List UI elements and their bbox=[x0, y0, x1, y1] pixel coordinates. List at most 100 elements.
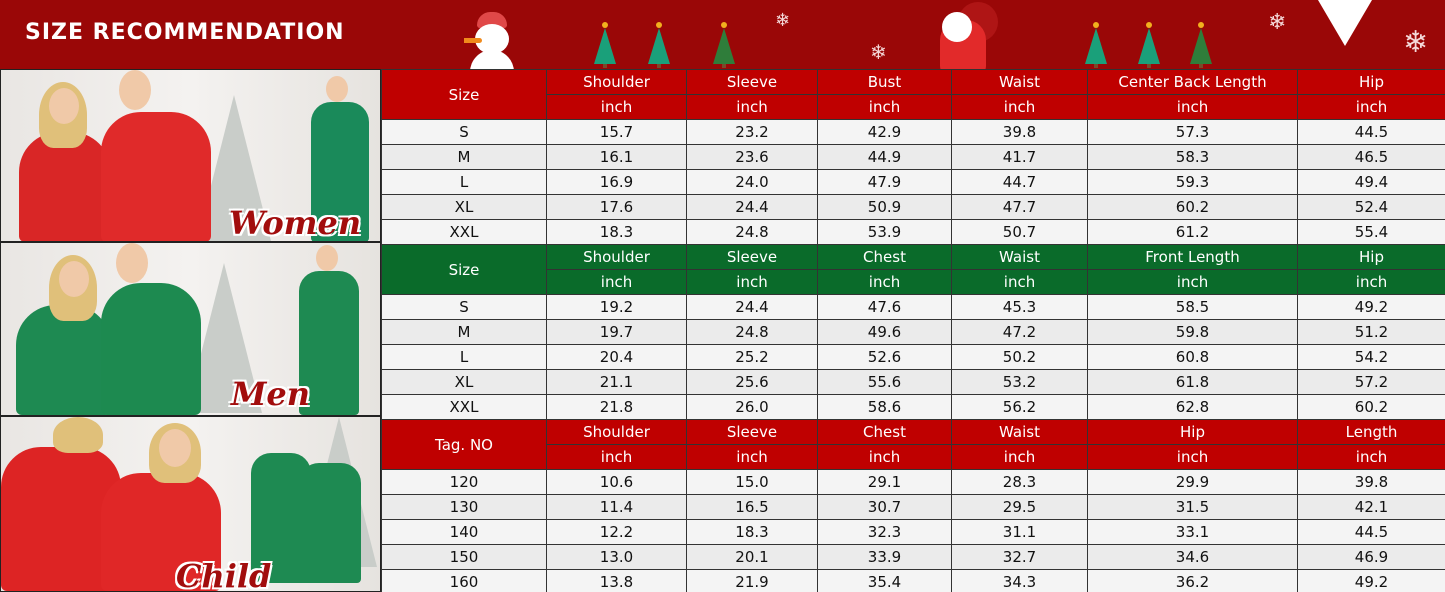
table-cell: 54.2 bbox=[1297, 344, 1445, 370]
table-cell: 32.3 bbox=[817, 519, 952, 545]
table-row: 140 12.2 18.3 32.3 31.1 33.1 44.5 bbox=[381, 519, 1445, 545]
table-cell: 57.3 bbox=[1087, 119, 1298, 145]
table-cell: 53.9 bbox=[817, 219, 952, 245]
unit-label: inch bbox=[817, 269, 952, 295]
table-cell: 36.2 bbox=[1087, 569, 1298, 592]
table-cell: 17.6 bbox=[546, 194, 687, 220]
table-row: M 19.7 24.8 49.6 47.2 59.8 51.2 bbox=[381, 319, 1445, 345]
tag-cell: 140 bbox=[381, 519, 547, 545]
size-table: Size Shoulder Sleeve Bust Waist Center B… bbox=[381, 69, 1445, 592]
size-cell: XXL bbox=[381, 394, 547, 420]
column-header: Center Back Length bbox=[1087, 69, 1298, 95]
table-cell: 35.4 bbox=[817, 569, 952, 592]
table-cell: 50.7 bbox=[951, 219, 1088, 245]
table-row: M 16.1 23.6 44.9 41.7 58.3 46.5 bbox=[381, 144, 1445, 170]
table-cell: 28.3 bbox=[951, 469, 1088, 495]
table-cell: 52.4 bbox=[1297, 194, 1445, 220]
table-cell: 15.7 bbox=[546, 119, 687, 145]
table-row: 150 13.0 20.1 33.9 32.7 34.6 46.9 bbox=[381, 544, 1445, 570]
table-cell: 33.1 bbox=[1087, 519, 1298, 545]
table-cell: 24.8 bbox=[686, 319, 818, 345]
column-header: Shoulder bbox=[546, 69, 687, 95]
table-cell: 20.4 bbox=[546, 344, 687, 370]
column-header: Hip bbox=[1297, 69, 1445, 95]
section-child-rows: 120 10.6 15.0 29.1 28.3 29.9 39.8 130 11… bbox=[381, 469, 1445, 592]
column-header: Chest bbox=[817, 419, 952, 445]
column-header: Hip bbox=[1297, 244, 1445, 270]
table-cell: 61.2 bbox=[1087, 219, 1298, 245]
christmas-tree-icon bbox=[1138, 22, 1160, 68]
size-cell: M bbox=[381, 319, 547, 345]
photo-child: Child bbox=[1, 417, 380, 591]
unit-label: inch bbox=[1087, 444, 1298, 470]
column-header: Length bbox=[1297, 419, 1445, 445]
photo-label-men: Men bbox=[231, 375, 311, 413]
table-cell: 29.5 bbox=[951, 494, 1088, 520]
column-header: Bust bbox=[817, 69, 952, 95]
column-header: Size bbox=[381, 244, 547, 295]
photo-label-women: Women bbox=[229, 204, 362, 241]
table-cell: 59.3 bbox=[1087, 169, 1298, 195]
table-cell: 19.2 bbox=[546, 294, 687, 320]
table-cell: 56.2 bbox=[951, 394, 1088, 420]
table-cell: 49.6 bbox=[817, 319, 952, 345]
page-title: SIZE RECOMMENDATION bbox=[25, 20, 345, 45]
table-row: L 16.9 24.0 47.9 44.7 59.3 49.4 bbox=[381, 169, 1445, 195]
table-cell: 44.5 bbox=[1297, 519, 1445, 545]
table-cell: 47.9 bbox=[817, 169, 952, 195]
table-cell: 20.1 bbox=[686, 544, 818, 570]
table-cell: 16.5 bbox=[686, 494, 818, 520]
table-cell: 58.3 bbox=[1087, 144, 1298, 170]
table-cell: 60.8 bbox=[1087, 344, 1298, 370]
snowflake-icon: ❄ bbox=[775, 10, 791, 31]
column-header: Tag. NO bbox=[381, 419, 547, 470]
column-header: Sleeve bbox=[686, 244, 818, 270]
table-cell: 30.7 bbox=[817, 494, 952, 520]
unit-label: inch bbox=[546, 269, 687, 295]
christmas-tree-icon bbox=[1085, 22, 1107, 68]
table-cell: 12.2 bbox=[546, 519, 687, 545]
table-cell: 16.1 bbox=[546, 144, 687, 170]
table-cell: 19.7 bbox=[546, 319, 687, 345]
table-row: L 20.4 25.2 52.6 50.2 60.8 54.2 bbox=[381, 344, 1445, 370]
table-cell: 21.9 bbox=[686, 569, 818, 592]
table-row: 160 13.8 21.9 35.4 34.3 36.2 49.2 bbox=[381, 569, 1445, 592]
table-cell: 47.7 bbox=[951, 194, 1088, 220]
tag-cell: 120 bbox=[381, 469, 547, 495]
table-cell: 55.6 bbox=[817, 369, 952, 395]
size-cell: L bbox=[381, 169, 547, 195]
table-cell: 44.5 bbox=[1297, 119, 1445, 145]
column-header: Sleeve bbox=[686, 69, 818, 95]
table-cell: 31.5 bbox=[1087, 494, 1298, 520]
table-cell: 13.8 bbox=[546, 569, 687, 592]
table-cell: 45.3 bbox=[951, 294, 1088, 320]
table-cell: 46.5 bbox=[1297, 144, 1445, 170]
unit-label: inch bbox=[1297, 269, 1445, 295]
table-row: 120 10.6 15.0 29.1 28.3 29.9 39.8 bbox=[381, 469, 1445, 495]
unit-label: inch bbox=[1087, 94, 1298, 120]
table-cell: 46.9 bbox=[1297, 544, 1445, 570]
column-header: Hip bbox=[1087, 419, 1298, 445]
table-cell: 34.3 bbox=[951, 569, 1088, 592]
table-cell: 44.7 bbox=[951, 169, 1088, 195]
column-header: Size bbox=[381, 69, 547, 120]
christmas-tree-icon bbox=[594, 22, 616, 68]
table-cell: 29.1 bbox=[817, 469, 952, 495]
section-child: Tag. NO Shoulder Sleeve Chest Waist Hip … bbox=[381, 419, 1445, 470]
unit-label: inch bbox=[546, 444, 687, 470]
table-cell: 26.0 bbox=[686, 394, 818, 420]
table-row: S 19.2 24.4 47.6 45.3 58.5 49.2 bbox=[381, 294, 1445, 320]
table-cell: 50.2 bbox=[951, 344, 1088, 370]
table-cell: 55.4 bbox=[1297, 219, 1445, 245]
table-cell: 50.9 bbox=[817, 194, 952, 220]
size-cell: S bbox=[381, 119, 547, 145]
table-cell: 39.8 bbox=[951, 119, 1088, 145]
photo-men: Men bbox=[1, 243, 380, 415]
unit-label: inch bbox=[817, 94, 952, 120]
table-cell: 24.4 bbox=[686, 194, 818, 220]
tag-cell: 160 bbox=[381, 569, 547, 592]
table-cell: 18.3 bbox=[686, 519, 818, 545]
unit-label: inch bbox=[951, 269, 1088, 295]
table-cell: 34.6 bbox=[1087, 544, 1298, 570]
table-cell: 33.9 bbox=[817, 544, 952, 570]
